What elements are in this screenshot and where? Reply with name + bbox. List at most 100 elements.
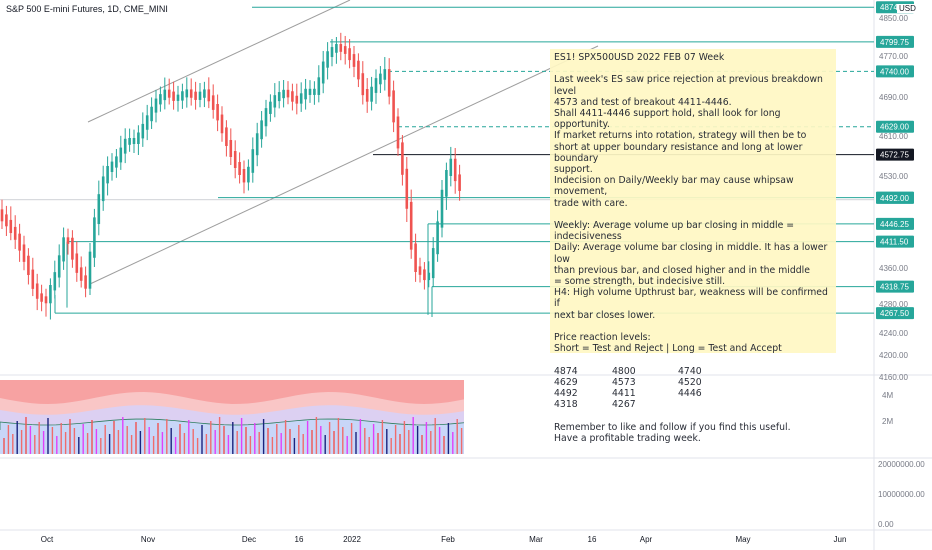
- price-label-text: 4492.00: [880, 194, 909, 203]
- price-tick-label: 4770.00: [879, 52, 908, 61]
- price-label-text: 4318.75: [880, 283, 909, 292]
- candle-body: [352, 54, 356, 67]
- candle-body: [18, 233, 21, 251]
- time-tick-label: May: [735, 535, 750, 544]
- candle-body: [348, 48, 351, 61]
- candle-body: [44, 296, 48, 304]
- note-footer: Remember to like and follow if you find …: [554, 421, 791, 433]
- candle-body: [282, 89, 285, 99]
- level-cell: 4573: [612, 376, 636, 388]
- candle-body: [255, 133, 259, 156]
- note-line: next bar closes lower.: [554, 309, 656, 321]
- note-line: short at upper boundary resistance and l…: [554, 141, 803, 164]
- note-line: 4573 and test of breakout 4411-4446.: [554, 96, 732, 108]
- candle-body: [167, 89, 171, 98]
- candle-body: [97, 194, 101, 225]
- note-line: H4: High volume Upthrust bar, weakness w…: [554, 287, 828, 310]
- price-label-box: [876, 235, 914, 248]
- price-label-text: 4572.75: [880, 151, 909, 160]
- candle-body: [22, 244, 26, 262]
- candle-body: [101, 176, 105, 202]
- candle-body: [361, 73, 365, 96]
- price-label-box: [876, 120, 914, 133]
- candle-body: [409, 201, 413, 250]
- candle-body: [49, 285, 52, 304]
- candle-body: [172, 91, 175, 101]
- candle-body: [238, 162, 241, 175]
- candle-body: [414, 243, 417, 272]
- candle-body: [247, 166, 250, 183]
- table-row: 4629 4573 4520: [554, 377, 738, 388]
- note-line: If market returns into rotation, strateg…: [554, 130, 807, 142]
- time-tick-label: Dec: [242, 535, 256, 544]
- price-tick-label: 4610.00: [879, 132, 908, 141]
- candle-body: [220, 114, 224, 134]
- candle-body: [431, 248, 435, 279]
- candle-body: [423, 269, 426, 281]
- candle-body: [401, 142, 404, 175]
- level-cell: 4740: [678, 365, 702, 377]
- level-cell: 4874: [554, 365, 578, 377]
- candle-body: [260, 120, 263, 140]
- price-label-box: [876, 307, 914, 320]
- candle-body: [392, 90, 395, 123]
- price-tick-label: 4530.00: [879, 172, 908, 181]
- candle-body: [264, 108, 268, 127]
- candle-body: [383, 69, 387, 80]
- price-tick-label: 4690.00: [879, 93, 908, 102]
- candle-body: [405, 168, 409, 209]
- time-tick-label: Oct: [41, 535, 54, 544]
- candle-body: [273, 95, 277, 108]
- level-cell: 4492: [554, 388, 578, 400]
- candle-body: [88, 251, 92, 289]
- channel-lower-line: [89, 45, 599, 285]
- channel-upper-line: [87, 0, 351, 123]
- note-line: trade with care.: [554, 197, 628, 209]
- candle-body: [365, 89, 369, 102]
- level-cell: 4520: [678, 376, 702, 388]
- candle-body: [110, 161, 114, 172]
- currency-label[interactable]: USD: [897, 4, 918, 13]
- price-tick-label: 4280.00: [879, 300, 908, 309]
- levels-title: Price reaction levels:: [554, 332, 651, 344]
- candle-body: [106, 166, 109, 184]
- price-label-text: 4446.25: [880, 220, 909, 229]
- candles: [0, 32, 461, 320]
- candle-body: [370, 86, 373, 102]
- note-line: Daily: Average volume bar closing in mid…: [554, 242, 828, 265]
- price-tick-label: 4160.00: [879, 373, 908, 382]
- candle-body: [207, 89, 211, 102]
- candle-body: [119, 147, 123, 163]
- candle-body: [132, 138, 136, 144]
- candle-body: [185, 89, 189, 98]
- price-tick-label: 4850.00: [879, 14, 908, 23]
- candle-body: [13, 226, 17, 240]
- time-tick-label: 2022: [343, 535, 361, 544]
- table-row: 4874 4800 4740: [554, 366, 738, 377]
- candle-body: [93, 217, 96, 258]
- candle-body: [453, 158, 457, 182]
- indicator-tick-label: 0.00: [878, 520, 894, 529]
- level-cell: 4446: [678, 388, 702, 400]
- candle-body: [40, 293, 43, 302]
- candle-body: [123, 138, 127, 154]
- candle-body: [427, 272, 431, 281]
- price-label-text: 4267.50: [880, 309, 909, 318]
- volume-tick-label: 2M: [882, 417, 893, 426]
- chart-title: S&P 500 E-mini Futures, 1D, CME_MINI: [6, 4, 168, 14]
- price-label-box: [876, 148, 914, 161]
- note-line: than previous bar, and closed higher and…: [554, 264, 810, 276]
- analysis-note[interactable]: ES1! SPX500USD 2022 FEB 07 Week Last wee…: [550, 49, 836, 444]
- candle-body: [211, 95, 215, 110]
- candle-body: [27, 255, 30, 276]
- table-row: 4318 4267: [554, 399, 738, 410]
- level-cell: 4411: [612, 388, 636, 400]
- price-tick-label: 4360.00: [879, 264, 908, 273]
- candle-body: [299, 93, 303, 104]
- candle-body: [449, 158, 453, 176]
- candle-body: [150, 106, 153, 122]
- volume-pane: [0, 380, 465, 454]
- levels-header: Short = Test and Reject | Long = Test an…: [554, 343, 782, 355]
- time-tick-label: Nov: [141, 535, 155, 544]
